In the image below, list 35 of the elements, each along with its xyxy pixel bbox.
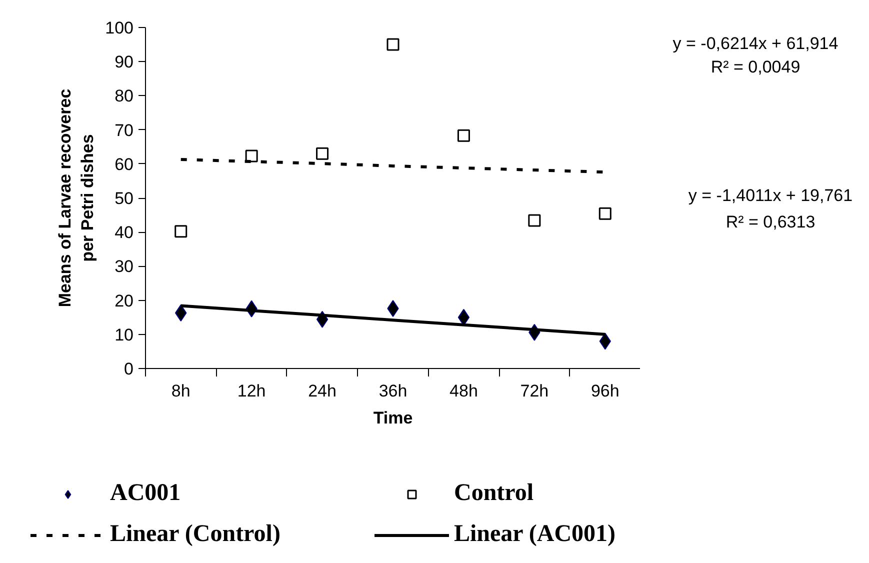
legend-label: Control — [454, 480, 535, 507]
legend-label: Linear (AC001) — [454, 521, 617, 548]
text: R² = 0,0049 — [710, 58, 800, 77]
y-tick-label: 50 — [114, 189, 134, 208]
point — [457, 129, 470, 142]
y-tick-label: 0 — [124, 360, 134, 378]
x-tick-label: 48h — [450, 382, 478, 400]
point — [598, 207, 612, 220]
point — [174, 225, 188, 238]
y-tick-label: 30 — [114, 257, 134, 276]
text: y = -1,4011x + 19,761 — [688, 186, 853, 206]
text: R² = 0,6313 — [726, 212, 816, 232]
x-tick-label: 96h — [590, 382, 620, 400]
point — [316, 147, 329, 160]
x-tick-label: 8h — [171, 382, 190, 400]
y-tick-label: 40 — [114, 223, 134, 242]
y-tick-label: 60 — [114, 154, 134, 174]
x-tick-label: 36h — [378, 382, 408, 400]
point — [386, 38, 400, 51]
point — [245, 150, 258, 162]
x-axis-title: Time — [373, 408, 413, 428]
text: y = -0,6214x + 61,914 — [672, 34, 838, 53]
y-axis-title: Means of Larvae recoverec per Petri dishes — [55, 88, 98, 308]
y-tick-label: 70 — [114, 120, 134, 140]
x-tick-label: 72h — [520, 382, 549, 400]
legend-label: Linear (Control) — [110, 521, 282, 548]
y-tick-label: 10 — [114, 325, 134, 344]
x-tick-label: 12h — [237, 382, 266, 400]
y-tick-label: 20 — [114, 291, 134, 310]
y-tick-label: 90 — [114, 52, 134, 72]
y-tick-label: 80 — [114, 86, 134, 106]
legend-label: AC001 — [110, 480, 182, 507]
x-tick-label: 24h — [308, 382, 336, 400]
y-tick-label: 100 — [105, 18, 134, 38]
point — [528, 214, 541, 227]
